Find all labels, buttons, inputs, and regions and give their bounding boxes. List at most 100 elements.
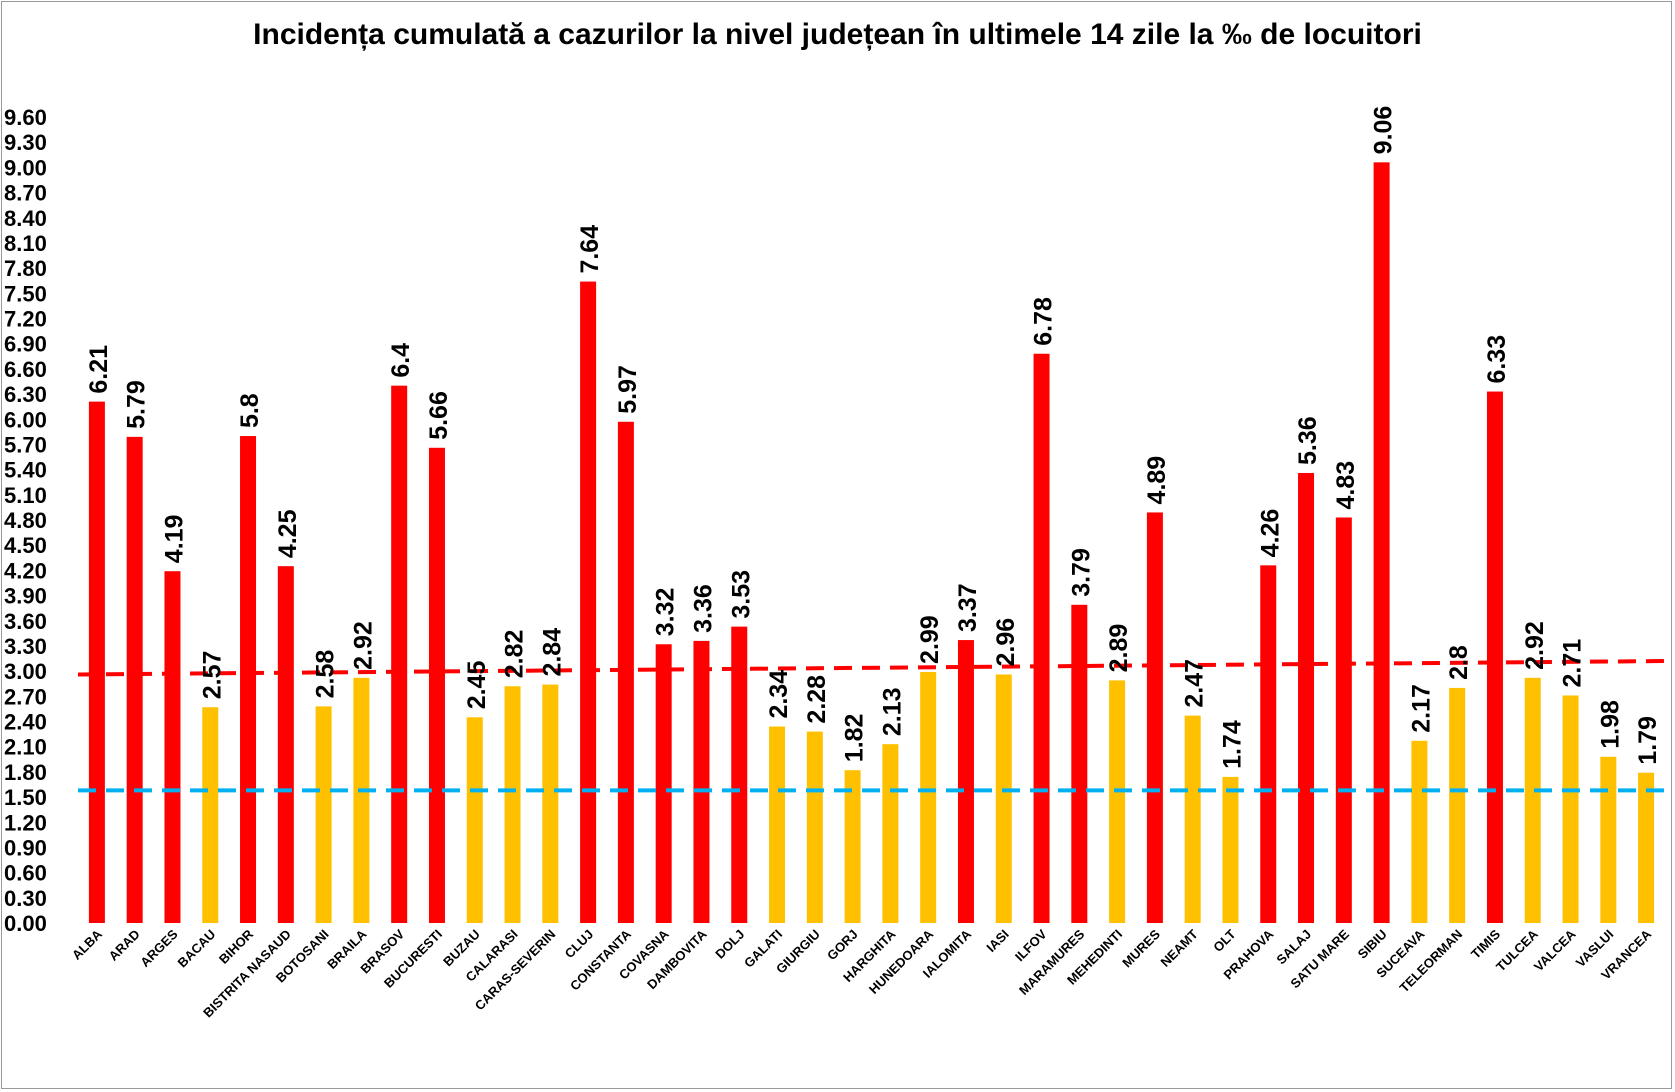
y-tick-label: 6.60: [4, 357, 47, 382]
data-label: 1.79: [1634, 716, 1662, 765]
bar-tulcea: [1524, 677, 1541, 923]
bar-dambovita: [693, 640, 710, 923]
data-label: 4.26: [1256, 509, 1284, 558]
data-label: 2.84: [538, 628, 566, 677]
data-label: 4.89: [1143, 456, 1171, 505]
y-tick-label: 6.30: [4, 382, 47, 407]
y-tick-label: 0.30: [4, 886, 47, 911]
bar-bucuresti: [428, 447, 445, 923]
y-tick-label: 5.70: [4, 432, 47, 457]
category-label: OLT: [1210, 926, 1238, 954]
bar-ilfov: [1033, 353, 1050, 923]
y-axis: 0.000.300.600.901.201.501.802.102.402.70…: [4, 105, 47, 936]
y-tick-label: 3.60: [4, 609, 47, 634]
y-tick-label: 9.00: [4, 155, 47, 180]
data-label: 5.79: [123, 380, 151, 429]
bar-vrancea: [1638, 772, 1655, 923]
data-label: 4.25: [274, 509, 302, 558]
reference-lines: [77, 659, 1666, 793]
y-tick-label: 3.00: [4, 659, 47, 684]
bar-timis: [1486, 391, 1503, 923]
data-label: 2.13: [878, 687, 906, 736]
category-label: MURES: [1119, 926, 1163, 970]
bar-olt: [1222, 776, 1239, 923]
data-label: 1.74: [1218, 720, 1246, 769]
bar-iasi: [995, 674, 1012, 923]
category-label: SIBIU: [1355, 927, 1390, 962]
bar-braila: [353, 677, 370, 923]
data-label: 2.34: [765, 670, 793, 719]
category-label: GORJ: [824, 927, 861, 964]
category-label: TIMIS: [1468, 926, 1503, 961]
bar-satu-mare: [1335, 517, 1352, 923]
bar-teleorman: [1449, 687, 1466, 923]
category-label: ARGES: [137, 926, 181, 970]
y-tick-label: 1.80: [4, 760, 47, 785]
y-tick-label: 2.10: [4, 735, 47, 760]
bar-mehedinti: [1109, 680, 1126, 923]
data-label: 4.83: [1332, 461, 1360, 510]
y-tick-label: 6.00: [4, 407, 47, 432]
y-tick-label: 9.30: [4, 130, 47, 155]
y-tick-label: 3.90: [4, 584, 47, 609]
y-tick-label: 9.60: [4, 105, 47, 130]
bar-calarasi: [504, 686, 521, 923]
y-tick-label: 2.70: [4, 684, 47, 709]
y-tick-label: 4.80: [4, 508, 47, 533]
data-label: 2.99: [916, 615, 944, 664]
data-label: 6.33: [1483, 335, 1511, 384]
y-tick-label: 5.10: [4, 483, 47, 508]
bar-botosani: [315, 706, 332, 923]
bar-sibiu: [1373, 162, 1390, 923]
y-tick-label: 4.50: [4, 533, 47, 558]
bar-harghita: [882, 744, 899, 923]
bar-suceava: [1411, 740, 1428, 923]
y-tick-label: 2.40: [4, 710, 47, 735]
data-label: 3.53: [727, 570, 755, 619]
y-tick-label: 4.20: [4, 558, 47, 583]
category-label: IASI: [983, 927, 1011, 955]
y-tick-label: 1.50: [4, 785, 47, 810]
data-label: 2.92: [349, 621, 377, 670]
bars: [88, 162, 1655, 924]
category-label: DOLJ: [712, 927, 747, 962]
bar-brasov: [391, 385, 408, 924]
y-tick-label: 3.30: [4, 634, 47, 659]
y-tick-label: 0.60: [4, 861, 47, 886]
bar-maramures: [1071, 604, 1088, 923]
y-tick-label: 7.20: [4, 307, 47, 332]
bar-bihor: [240, 436, 257, 923]
data-label: 5.36: [1294, 416, 1322, 465]
bar-valcea: [1562, 695, 1579, 923]
bar-hunedoara: [920, 671, 937, 923]
data-labels: 6.21 5.79 4.19 2.57 5.8 4.25 2.58 2.92 6.4 5.66 2.…: [85, 106, 1662, 769]
y-tick-label: 8.70: [4, 181, 47, 206]
bar-gorj: [844, 770, 861, 923]
bar-giurgiu: [806, 731, 823, 923]
category-label: NEAMT: [1158, 926, 1201, 969]
bar-bacau: [202, 707, 219, 923]
data-label: 6.4: [387, 343, 415, 378]
y-tick-label: 5.40: [4, 458, 47, 483]
data-label: 2.45: [463, 661, 491, 710]
bar-bistrita-nasaud: [277, 566, 294, 923]
data-label: 5.66: [425, 391, 453, 440]
data-label: 6.21: [85, 345, 113, 394]
data-label: 2.82: [501, 630, 529, 679]
data-label: 3.36: [689, 584, 717, 633]
data-label: 9.06: [1370, 106, 1398, 155]
bar-constanta: [617, 421, 634, 923]
category-label: ALBA: [69, 926, 106, 963]
bar-dolj: [731, 626, 748, 923]
data-label: 2.8: [1445, 645, 1473, 680]
y-tick-label: 8.10: [4, 231, 47, 256]
data-label: 1.98: [1596, 700, 1624, 749]
category-label: MARAMURES: [1016, 926, 1088, 998]
data-label: 5.8: [236, 393, 264, 428]
bar-arges: [164, 571, 181, 923]
bar-mures: [1146, 512, 1163, 923]
data-label: 3.32: [652, 588, 680, 637]
data-label: 2.89: [1105, 624, 1133, 673]
